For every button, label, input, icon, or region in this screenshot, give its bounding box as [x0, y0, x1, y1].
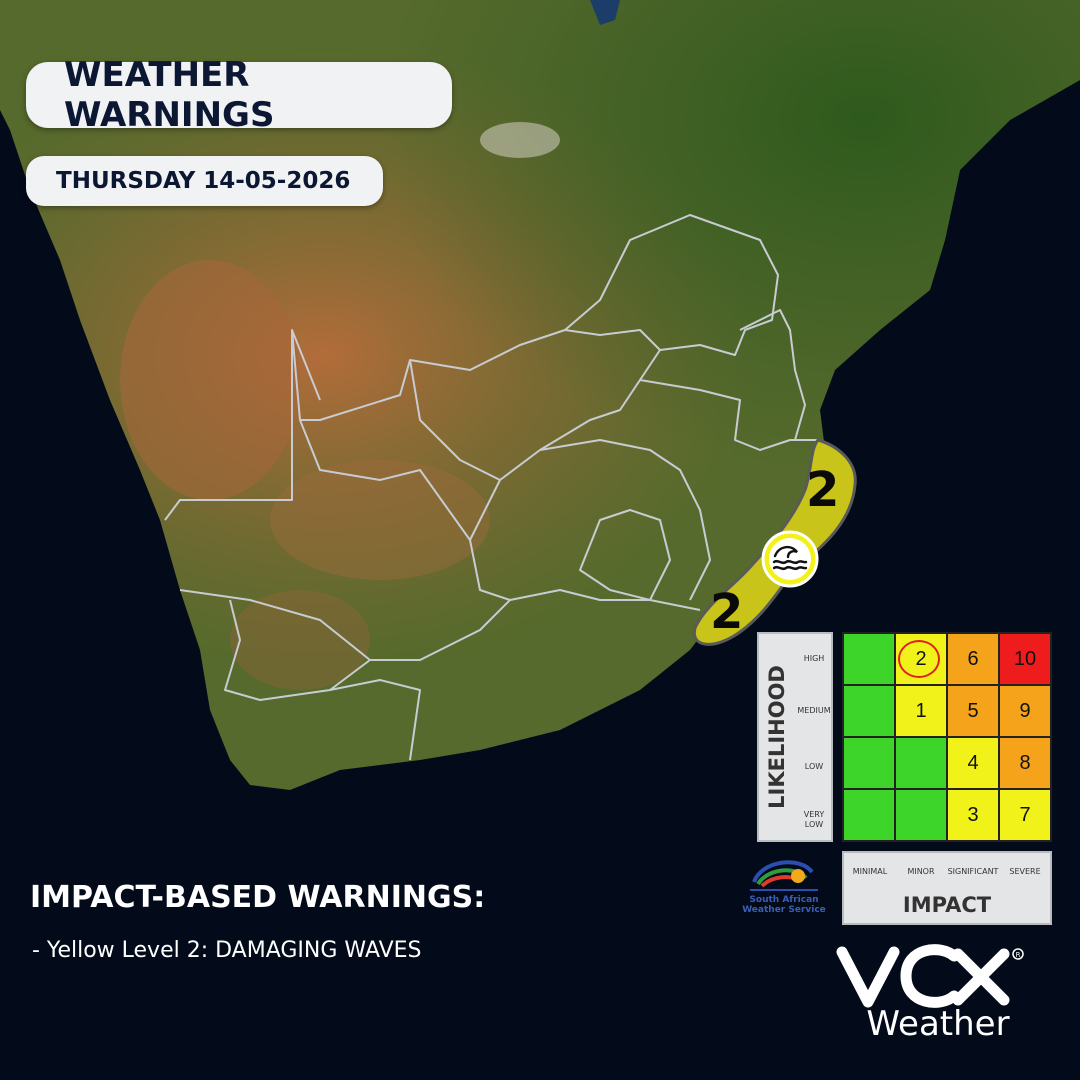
saws-logo-icon: [750, 860, 818, 891]
impact-level-severe: SEVERE: [1009, 867, 1041, 876]
impact-level-minimal: MINIMAL: [852, 867, 888, 876]
saws-logo-text: South African Weather Service: [736, 895, 832, 915]
matrix-cell-r2-c0: [844, 738, 894, 788]
likelihood-level-medium: MEDIUM: [797, 706, 831, 715]
matrix-cell-r2-c1: [896, 738, 946, 788]
highlighted-cell-circle: [898, 640, 940, 678]
matrix-cell-r1-c0: [844, 686, 894, 736]
matrix-cell-r3-c0: [844, 790, 894, 840]
matrix-cell-r3-c1: [896, 790, 946, 840]
matrix-cell-r2-c3: 8: [1000, 738, 1050, 788]
svg-text:R: R: [1016, 951, 1021, 959]
matrix-cell-r0-c2: 6: [948, 634, 998, 684]
province-borders: [164, 214, 820, 761]
likelihood-level-low: LOW: [804, 762, 824, 771]
zone-level-label-north: 2: [806, 462, 840, 518]
vox-logo-subtitle: Weather: [866, 1004, 1010, 1044]
date-label: THURSDAY 14-05-2026: [56, 168, 351, 194]
matrix-cell-r2-c2: 4: [948, 738, 998, 788]
matrix-cell-r0-c0: [844, 634, 894, 684]
zone-level-label-south: 2: [710, 584, 744, 640]
matrix-cell-r1-c2: 5: [948, 686, 998, 736]
vox-logo-icon: R: [836, 944, 1024, 1008]
matrix-cell-r3-c2: 3: [948, 790, 998, 840]
impact-axis: MINIMAL MINOR SIGNIFICANT SEVERE IMPACT: [842, 851, 1052, 925]
matrix-cell-r1-c1: 1: [896, 686, 946, 736]
risk-matrix: 2 6 10 1 5 9 4 8 3 7: [842, 632, 1052, 842]
title-banner: WEATHER WARNINGS: [26, 55, 452, 135]
likelihood-level-high: HIGH: [803, 654, 825, 663]
likelihood-axis: LIKELIHOOD HIGH MEDIUM LOW VERY LOW: [757, 632, 833, 842]
saws-line1: South African: [749, 895, 819, 905]
saws-line2: Weather Service: [742, 905, 826, 915]
matrix-cell-r0-c3: 10: [1000, 634, 1050, 684]
impact-level-significant: SIGNIFICANT: [947, 867, 999, 876]
waves-icon: [761, 530, 819, 588]
likelihood-title: LIKELIHOOD: [765, 665, 789, 809]
warning-item: - Yellow Level 2: DAMAGING WAVES: [32, 938, 422, 963]
date-banner: THURSDAY 14-05-2026: [26, 156, 383, 206]
matrix-cell-r3-c3: 7: [1000, 790, 1050, 840]
page-title: WEATHER WARNINGS: [64, 55, 275, 135]
matrix-cell-r1-c3: 9: [1000, 686, 1050, 736]
impact-level-minor: MINOR: [907, 867, 935, 876]
likelihood-level-very-low: VERY LOW: [803, 810, 825, 829]
warnings-heading: IMPACT-BASED WARNINGS:: [30, 880, 486, 915]
impact-title: IMPACT: [902, 893, 992, 917]
